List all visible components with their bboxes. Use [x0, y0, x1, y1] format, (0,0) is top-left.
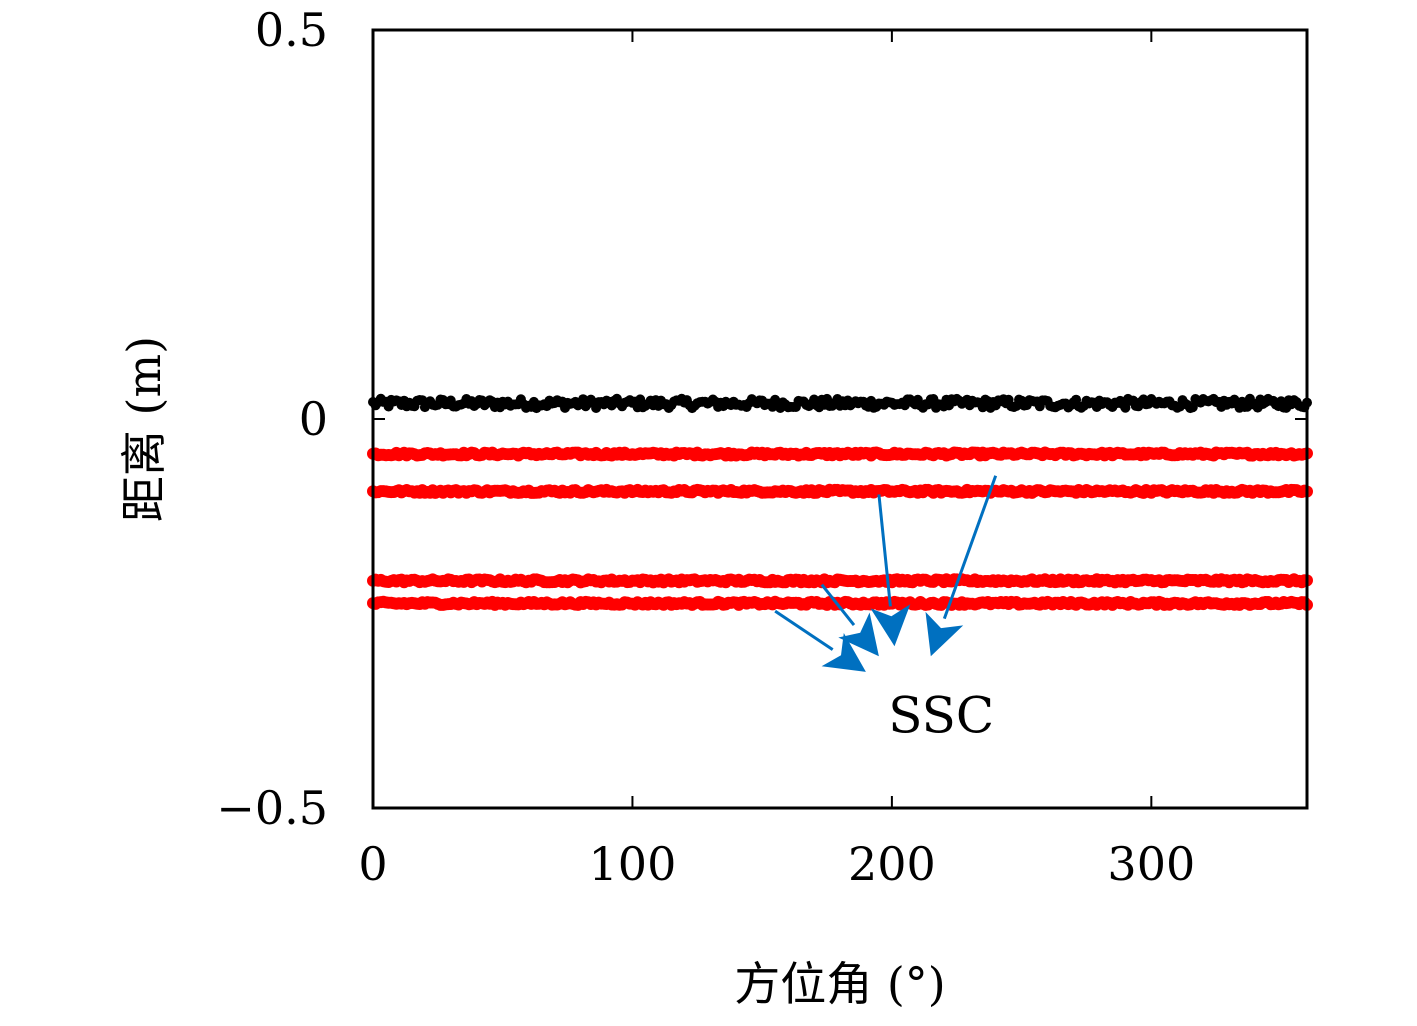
series-4 [367, 595, 1313, 611]
series-1 [367, 446, 1313, 462]
data-point [1120, 402, 1131, 413]
x-tick-label: 200 [848, 837, 936, 891]
annotation-layer: SSC [774, 475, 998, 745]
series-2 [367, 483, 1313, 499]
annotation-arrow-shaft [942, 475, 998, 620]
x-axis-label: 方位角 (°) [734, 957, 946, 1011]
plot-frame [371, 28, 1309, 810]
annotation-arrow-head [870, 604, 911, 647]
annotation-arrow-shaft [877, 494, 892, 607]
y-tick-label: 0 [299, 392, 328, 446]
y-tick-label: −0.5 [216, 781, 328, 835]
series-0 [368, 393, 1312, 414]
annotation-arrow-head [838, 612, 879, 657]
x-tick-label: 100 [589, 837, 677, 891]
x-tick-label: 0 [358, 837, 387, 891]
annotation-0: SSC [774, 475, 998, 745]
y-tick-label: 0.5 [255, 3, 328, 57]
tick-layer: 0 100 200 300 −0.5 0 0.5 [216, 3, 1307, 891]
series-3 [367, 573, 1313, 589]
annotation-arrow-head [821, 633, 866, 672]
x-tick-label: 300 [1107, 837, 1195, 891]
annotation-arrow-shaft [774, 609, 834, 651]
annotation-arrow-shaft [820, 583, 856, 626]
annotation-label: SSC [888, 687, 994, 745]
series-layer [367, 393, 1313, 611]
y-axis-label: 距离 (m) [117, 336, 171, 522]
annotation-arrow-head [925, 611, 964, 657]
